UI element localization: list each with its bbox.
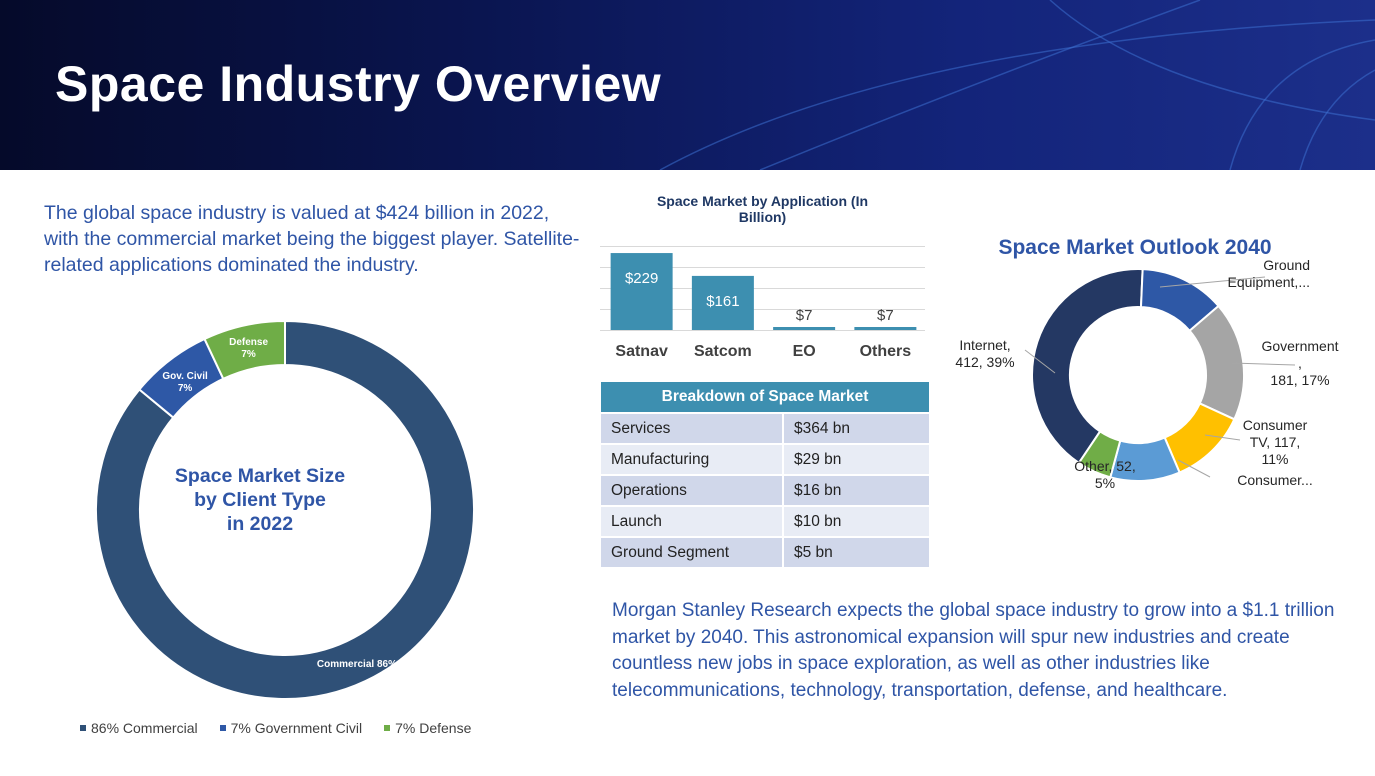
outlook-slice-label: Consumer...	[1237, 472, 1312, 488]
bar-satnav	[610, 253, 673, 330]
breakdown-table: Breakdown of Space Market Services $364 b…	[601, 382, 929, 567]
outlook-slice-label: ,	[1298, 355, 1302, 371]
bar-category-label: EO	[793, 343, 816, 360]
table-row: Operations $16 bn	[601, 474, 929, 506]
legend-swatch-gov-civil	[219, 725, 226, 731]
bar-value-label: $7	[796, 307, 813, 324]
donut-center-label: in 2022	[227, 513, 293, 535]
donut-slice-label: Commercial 86%	[317, 659, 397, 670]
application-bar-chart: $229 Satnav $161 Satcom $7 EO $7 Others	[600, 246, 925, 360]
table-row: Services $364 bn	[601, 412, 929, 444]
outlook-leader-line	[1159, 276, 1266, 288]
title-banner: Space Industry Overview	[0, 0, 1375, 170]
outlook-slice-label: Government	[1261, 338, 1338, 354]
client-type-donut-chart: Commercial 86%Gov. Civil7%Defense7%Space…	[95, 319, 475, 700]
outlook-slice-label: Consumer	[1243, 417, 1308, 433]
bar-category-label: Satcom	[694, 343, 752, 360]
outlook-slice-label: 5%	[1095, 475, 1115, 491]
breakdown-table-title: Breakdown of Space Market	[601, 382, 929, 413]
bar-value-label: $7	[877, 307, 894, 324]
outlook-slice-label: 11%	[1262, 451, 1289, 467]
outlook-paragraph: Morgan Stanley Research expects the glob…	[612, 600, 1335, 701]
intro-paragraph: The global space industry is valued at $…	[44, 202, 580, 276]
slide-title: Space Industry Overview	[55, 56, 662, 112]
legend-swatch-commercial	[80, 725, 86, 731]
table-cell-value: $16 bn	[783, 474, 929, 506]
outlook-slice-label: Equipment,...	[1228, 274, 1311, 290]
outlook-slice-label: Internet,	[959, 337, 1010, 353]
legend-label-commercial: 86% Commercial	[91, 720, 198, 736]
bar-chart-title-line-1: Space Market by Application (In	[656, 193, 869, 209]
bar-eo	[773, 327, 836, 330]
donut-slice-label: Gov. Civil	[162, 371, 208, 382]
table-row: Launch $10 bn	[601, 505, 929, 537]
donut-center-label: by Client Type	[194, 489, 326, 511]
donut-slice-label: Defense	[229, 337, 268, 348]
donut-slice-label: 7%	[178, 383, 193, 394]
outlook-slice-label: Other, 52,	[1074, 458, 1135, 474]
donut-slice-defense	[203, 319, 286, 381]
table-row: Manufacturing $29 bn	[601, 443, 929, 475]
outlook-leader-line	[1204, 434, 1241, 441]
table-cell-value: $10 bn	[783, 505, 929, 537]
legend-item-commercial: 86% Commercial	[80, 720, 198, 736]
table-row: Ground Segment $5 bn	[601, 536, 929, 567]
banner-arcs	[659, 0, 1375, 170]
legend-item-defense: 7% Defense	[384, 720, 471, 736]
outlook-slice-label: 412, 39%	[955, 354, 1014, 370]
outlook-leader-line	[1177, 459, 1211, 478]
bar-value-label: $229	[625, 270, 658, 287]
outlook-leader-line	[1024, 349, 1056, 374]
legend-label-defense: 7% Defense	[395, 720, 472, 736]
donut-center-label: Space Market Size	[175, 465, 345, 487]
outlook-leader-line	[1231, 362, 1296, 366]
legend-item-gov-civil: 7% Government Civil	[219, 720, 363, 736]
table-cell-segment: Launch	[601, 505, 784, 537]
bar-satcom	[691, 275, 754, 330]
table-cell-value: $5 bn	[783, 536, 929, 567]
outlook-slice-other	[1077, 430, 1122, 479]
outlook-chart-title: Space Market Outlook 2040	[998, 236, 1272, 259]
bar-chart-title-line-2: Billion)	[738, 209, 787, 225]
table-cell-segment: Manufacturing	[601, 443, 784, 475]
donut-slice-commercial	[95, 319, 475, 700]
table-cell-value: $364 bn	[783, 412, 929, 444]
outlook-slice-internet	[1031, 268, 1144, 465]
legend-swatch-defense	[384, 725, 391, 731]
table-cell-segment: Services	[601, 412, 784, 444]
donut-slice-label: 7%	[241, 349, 256, 360]
bar-category-label: Others	[860, 343, 912, 360]
bar-value-label: $161	[706, 293, 739, 310]
outlook-slice-label: Ground	[1263, 257, 1310, 273]
table-cell-value: $29 bn	[783, 443, 929, 475]
bar-category-label: Satnav	[615, 343, 668, 360]
legend-label-gov-civil: 7% Government Civil	[230, 720, 363, 736]
outlook-slice-label: TV, 117,	[1250, 434, 1301, 450]
bar-chart-title: Space Market by Application (In Billion)	[600, 193, 925, 225]
outlook-slice-label: 181, 17%	[1270, 372, 1329, 388]
table-cell-segment: Operations	[601, 474, 784, 506]
bar-others	[854, 327, 917, 330]
table-cell-segment: Ground Segment	[601, 536, 784, 567]
client-type-legend: 86% Commercial 7% Government Civil 7% De…	[80, 720, 471, 736]
